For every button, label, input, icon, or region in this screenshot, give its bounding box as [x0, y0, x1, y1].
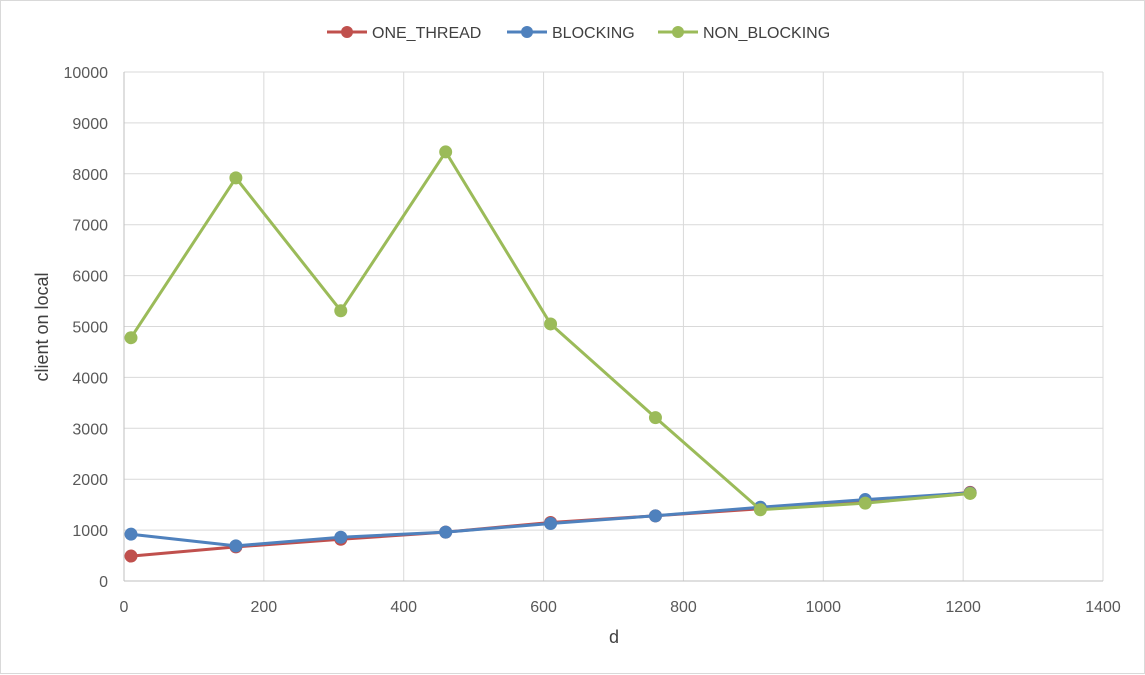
y-tick-label: 4000 — [72, 370, 108, 387]
legend-item-one-thread: ONE_THREAD — [327, 25, 481, 42]
legend-marker-blocking — [521, 26, 533, 38]
y-tick-label: 7000 — [72, 218, 108, 235]
series-lines — [124, 145, 977, 563]
data-point-non-blocking — [963, 486, 977, 500]
y-tick-label: 8000 — [72, 167, 108, 184]
data-point-non-blocking — [439, 145, 453, 159]
y-axis-title: client on local — [32, 272, 52, 381]
legend-label-one-thread: ONE_THREAD — [372, 25, 481, 42]
y-tick-label: 2000 — [72, 472, 108, 489]
legend-item-non-blocking: NON_BLOCKING — [658, 25, 830, 42]
data-point-non-blocking — [124, 331, 138, 345]
y-tick-label: 5000 — [72, 320, 108, 337]
legend-marker-non-blocking — [672, 26, 684, 38]
x-tick-label: 1000 — [805, 599, 841, 616]
y-tick-label: 3000 — [72, 421, 108, 438]
x-tick-label: 400 — [390, 599, 417, 616]
y-tick-label: 9000 — [72, 116, 108, 133]
series-line-non-blocking — [129, 150, 971, 512]
data-point-blocking — [439, 525, 453, 539]
data-point-blocking — [229, 539, 243, 553]
data-point-blocking — [544, 516, 558, 530]
data-point-non-blocking — [753, 503, 767, 517]
y-tick-label: 10000 — [64, 65, 109, 82]
x-tick-label: 0 — [120, 599, 129, 616]
data-point-blocking — [124, 527, 138, 541]
y-tick-label: 1000 — [72, 523, 108, 540]
series-blocking — [124, 486, 977, 553]
data-point-non-blocking — [229, 171, 243, 185]
data-point-non-blocking — [334, 304, 348, 318]
legend: ONE_THREAD BLOCKING NON_BLOCKING — [327, 25, 830, 42]
x-tick-label: 1400 — [1085, 599, 1121, 616]
legend-marker-one-thread — [341, 26, 353, 38]
legend-item-blocking: BLOCKING — [507, 25, 635, 42]
x-tick-label: 600 — [530, 599, 557, 616]
data-point-non-blocking — [858, 496, 872, 510]
data-point-blocking — [334, 530, 348, 544]
data-point-non-blocking — [544, 317, 558, 331]
data-point-non-blocking — [648, 411, 662, 425]
x-axis-title: d — [609, 627, 619, 647]
legend-label-non-blocking: NON_BLOCKING — [703, 25, 830, 42]
x-tick-label: 1200 — [945, 599, 981, 616]
y-tick-label: 6000 — [72, 269, 108, 286]
series-non-blocking — [124, 145, 977, 517]
x-tick-label: 200 — [251, 599, 278, 616]
data-point-blocking — [648, 509, 662, 523]
x-tick-label: 800 — [670, 599, 697, 616]
legend-label-blocking: BLOCKING — [552, 25, 635, 42]
y-tick-label: 0 — [99, 574, 108, 591]
axes: 0100020003000400050006000700080009000100… — [64, 65, 1121, 616]
gridlines — [124, 71, 1104, 581]
data-point-one-thread — [124, 549, 138, 563]
